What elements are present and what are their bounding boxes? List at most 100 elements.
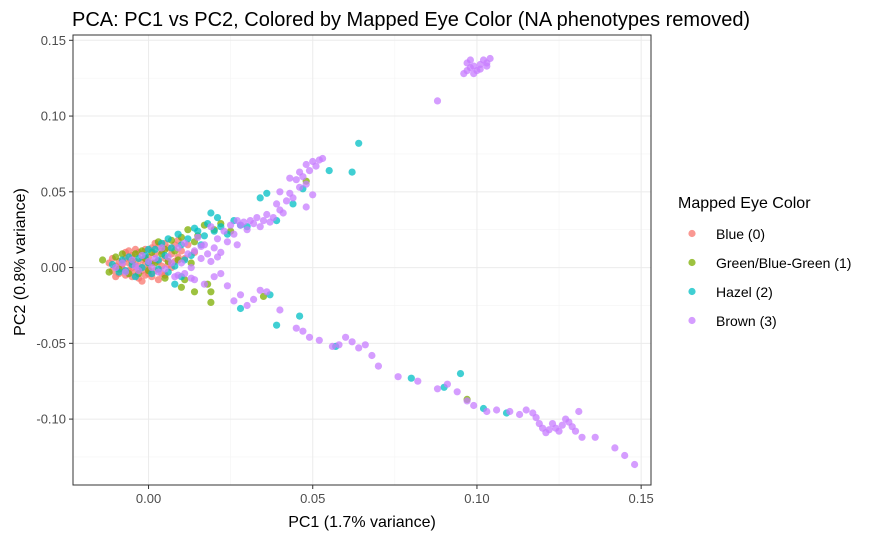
data-point bbox=[240, 218, 248, 226]
data-point bbox=[154, 276, 162, 284]
data-point bbox=[227, 221, 235, 229]
legend-key bbox=[688, 229, 696, 238]
data-point bbox=[161, 265, 169, 273]
data-point bbox=[148, 264, 156, 272]
data-point bbox=[555, 427, 563, 435]
data-point bbox=[302, 160, 310, 169]
data-point bbox=[532, 414, 540, 422]
x-tick-label: 0.05 bbox=[300, 491, 325, 506]
data-point bbox=[259, 217, 268, 225]
data-point bbox=[174, 271, 182, 279]
data-point bbox=[207, 223, 215, 231]
data-point bbox=[200, 280, 208, 288]
data-point bbox=[522, 406, 530, 414]
y-tick-label: 0.00 bbox=[41, 260, 66, 275]
data-point bbox=[302, 180, 310, 188]
data-point bbox=[486, 54, 494, 63]
data-point bbox=[483, 62, 491, 70]
data-point bbox=[197, 242, 205, 250]
data-point bbox=[135, 267, 143, 275]
data-point bbox=[213, 253, 222, 261]
data-point bbox=[368, 351, 376, 360]
data-point bbox=[292, 324, 300, 332]
data-point bbox=[286, 174, 294, 182]
data-point bbox=[348, 338, 356, 346]
data-point bbox=[204, 250, 212, 258]
data-point bbox=[154, 268, 162, 276]
data-point bbox=[105, 268, 113, 276]
legend: Mapped Eye Color Blue (0) Green/Blue-Gree… bbox=[678, 195, 851, 329]
data-point bbox=[99, 256, 107, 264]
data-point bbox=[250, 220, 258, 228]
data-point bbox=[256, 286, 264, 294]
data-point bbox=[342, 333, 350, 341]
data-point bbox=[575, 407, 583, 416]
data-point bbox=[276, 188, 284, 196]
data-point bbox=[207, 209, 215, 217]
y-tick-label: 0.10 bbox=[41, 109, 66, 124]
data-point bbox=[253, 214, 261, 222]
data-point bbox=[187, 274, 195, 282]
y-tick-label: -0.10 bbox=[36, 412, 66, 427]
data-point bbox=[289, 194, 297, 202]
data-point bbox=[190, 288, 199, 296]
data-point bbox=[138, 251, 146, 260]
axis-ticks: 0.00 0.05 0.10 0.15 -0.10 -0.05 0.00 0.05 0.10 0.… bbox=[36, 33, 653, 506]
y-tick-label: 0.15 bbox=[41, 33, 66, 48]
data-point bbox=[230, 230, 238, 238]
data-point bbox=[200, 232, 208, 240]
data-point bbox=[433, 385, 442, 393]
data-point bbox=[273, 200, 281, 208]
data-point bbox=[292, 176, 300, 184]
data-point bbox=[611, 444, 619, 452]
data-point bbox=[276, 306, 284, 314]
data-point bbox=[470, 401, 478, 410]
data-point bbox=[289, 200, 297, 208]
data-point bbox=[621, 451, 629, 460]
data-point bbox=[184, 250, 192, 258]
chart-title: PCA: PC1 vs PC2, Colored by Mapped Eye C… bbox=[72, 9, 750, 31]
data-point bbox=[273, 321, 281, 329]
data-point bbox=[181, 270, 189, 278]
data-point bbox=[506, 407, 514, 416]
data-point bbox=[483, 407, 491, 416]
data-point bbox=[207, 298, 215, 306]
data-point bbox=[302, 203, 310, 211]
data-point bbox=[177, 283, 185, 291]
x-axis-title: PC1 (1.7% variance) bbox=[288, 514, 436, 531]
data-point bbox=[631, 460, 639, 469]
data-point bbox=[394, 373, 402, 381]
data-point bbox=[433, 97, 442, 105]
legend-label: Green/Blue-Green (1) bbox=[716, 255, 851, 271]
x-tick-label: 0.10 bbox=[464, 491, 489, 506]
data-point bbox=[223, 238, 231, 246]
data-point bbox=[167, 244, 176, 252]
data-point bbox=[319, 154, 327, 163]
data-point bbox=[223, 282, 231, 290]
data-point bbox=[236, 304, 245, 313]
data-point bbox=[151, 245, 159, 253]
data-point bbox=[174, 244, 182, 252]
legend-label: Blue (0) bbox=[716, 226, 765, 242]
data-point bbox=[148, 270, 156, 278]
data-point bbox=[131, 273, 139, 281]
data-point bbox=[230, 297, 238, 305]
data-point bbox=[220, 227, 228, 235]
data-point bbox=[236, 291, 245, 299]
data-point bbox=[164, 253, 172, 261]
data-point bbox=[213, 235, 222, 243]
data-point bbox=[348, 168, 356, 176]
legend-key bbox=[688, 316, 696, 325]
data-point bbox=[243, 301, 251, 310]
data-point bbox=[305, 167, 314, 175]
data-point bbox=[545, 426, 553, 434]
data-point bbox=[296, 312, 304, 320]
data-point bbox=[355, 139, 363, 147]
data-point bbox=[361, 341, 369, 349]
data-point bbox=[558, 421, 566, 429]
data-point bbox=[325, 167, 333, 175]
data-point bbox=[305, 333, 314, 341]
data-point bbox=[463, 397, 471, 405]
x-tick-label: 0.15 bbox=[628, 491, 653, 506]
data-point bbox=[263, 189, 271, 197]
